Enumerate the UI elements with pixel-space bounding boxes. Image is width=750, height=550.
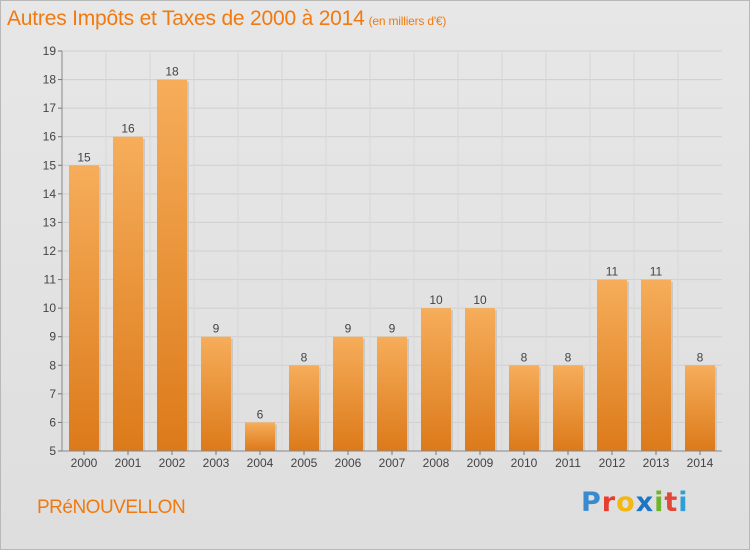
y-tick-label: 19 [43, 44, 57, 58]
x-tick-label: 2013 [643, 456, 670, 470]
data-label: 10 [473, 293, 487, 307]
y-tick-label: 16 [43, 130, 57, 144]
data-label: 18 [165, 65, 179, 79]
bar [113, 136, 143, 451]
chart-subtitle: (en milliers d'€) [368, 14, 447, 28]
x-tick-label: 2008 [423, 456, 450, 470]
y-tick-label: 10 [43, 301, 57, 315]
town-name: PRéNOUVELLON [37, 497, 186, 518]
data-label: 10 [429, 293, 443, 307]
data-label: 6 [257, 407, 264, 421]
bar [597, 279, 627, 451]
x-axis: 2000 2001 2002 2003 2004 2005 2006 2007 2008 2009… [62, 450, 722, 470]
y-tick-label: 12 [43, 244, 57, 258]
bar [69, 165, 99, 452]
y-tick-label: 6 [49, 415, 56, 429]
bar [553, 365, 583, 451]
bars: 15 16 18 9 6 8 9 9 10 10 8 8 11 11 8 [69, 65, 717, 452]
data-label: 8 [301, 350, 308, 364]
x-tick-label: 2002 [159, 456, 186, 470]
x-tick-label: 2007 [379, 456, 406, 470]
y-tick-label: 7 [49, 387, 56, 401]
y-tick-label: 5 [49, 444, 56, 458]
data-label: 11 [650, 265, 663, 279]
bar [289, 365, 319, 451]
y-tick-label: 14 [43, 187, 57, 201]
bar [377, 336, 407, 451]
x-tick-label: 2000 [71, 456, 98, 470]
x-tick-label: 2005 [291, 456, 318, 470]
x-tick-label: 2003 [203, 456, 230, 470]
bar [245, 422, 275, 451]
x-tick-label: 2009 [467, 456, 494, 470]
x-tick-label: 2011 [555, 456, 581, 470]
data-label: 9 [345, 322, 352, 336]
bar [641, 279, 671, 451]
data-label: 8 [565, 350, 572, 364]
y-tick-label: 18 [43, 73, 57, 87]
y-axis: 5 6 7 8 9 10 11 12 13 14 15 16 17 18 19 [43, 44, 63, 458]
bar [685, 365, 715, 451]
y-tick-label: 13 [43, 215, 57, 229]
data-label: 8 [521, 350, 528, 364]
bar [509, 365, 539, 451]
data-label: 8 [697, 350, 704, 364]
x-tick-label: 2014 [687, 456, 714, 470]
chart-title-block: Autres Impôts et Taxes de 2000 à 2014 (en… [7, 7, 446, 31]
y-tick-label: 11 [44, 273, 57, 287]
data-label: 9 [389, 322, 396, 336]
bar [421, 308, 451, 451]
chart-title: Autres Impôts et Taxes de 2000 à 2014 [7, 7, 365, 30]
y-tick-label: 17 [43, 101, 57, 115]
data-label: 15 [77, 150, 91, 164]
x-tick-label: 2004 [247, 456, 274, 470]
x-tick-label: 2012 [599, 456, 626, 470]
y-tick-label: 8 [49, 358, 56, 372]
data-label: 11 [606, 265, 619, 279]
bar [465, 308, 495, 451]
bar [157, 79, 187, 452]
y-tick-label: 15 [43, 158, 57, 172]
bar [201, 336, 231, 451]
data-label: 9 [213, 322, 220, 336]
bar [333, 336, 363, 451]
x-tick-label: 2006 [335, 456, 362, 470]
y-tick-label: 9 [49, 330, 56, 344]
data-label: 16 [121, 122, 135, 136]
proxiti-logo: Proxiti [581, 487, 689, 518]
x-tick-label: 2010 [511, 456, 538, 470]
x-tick-label: 2001 [115, 456, 142, 470]
